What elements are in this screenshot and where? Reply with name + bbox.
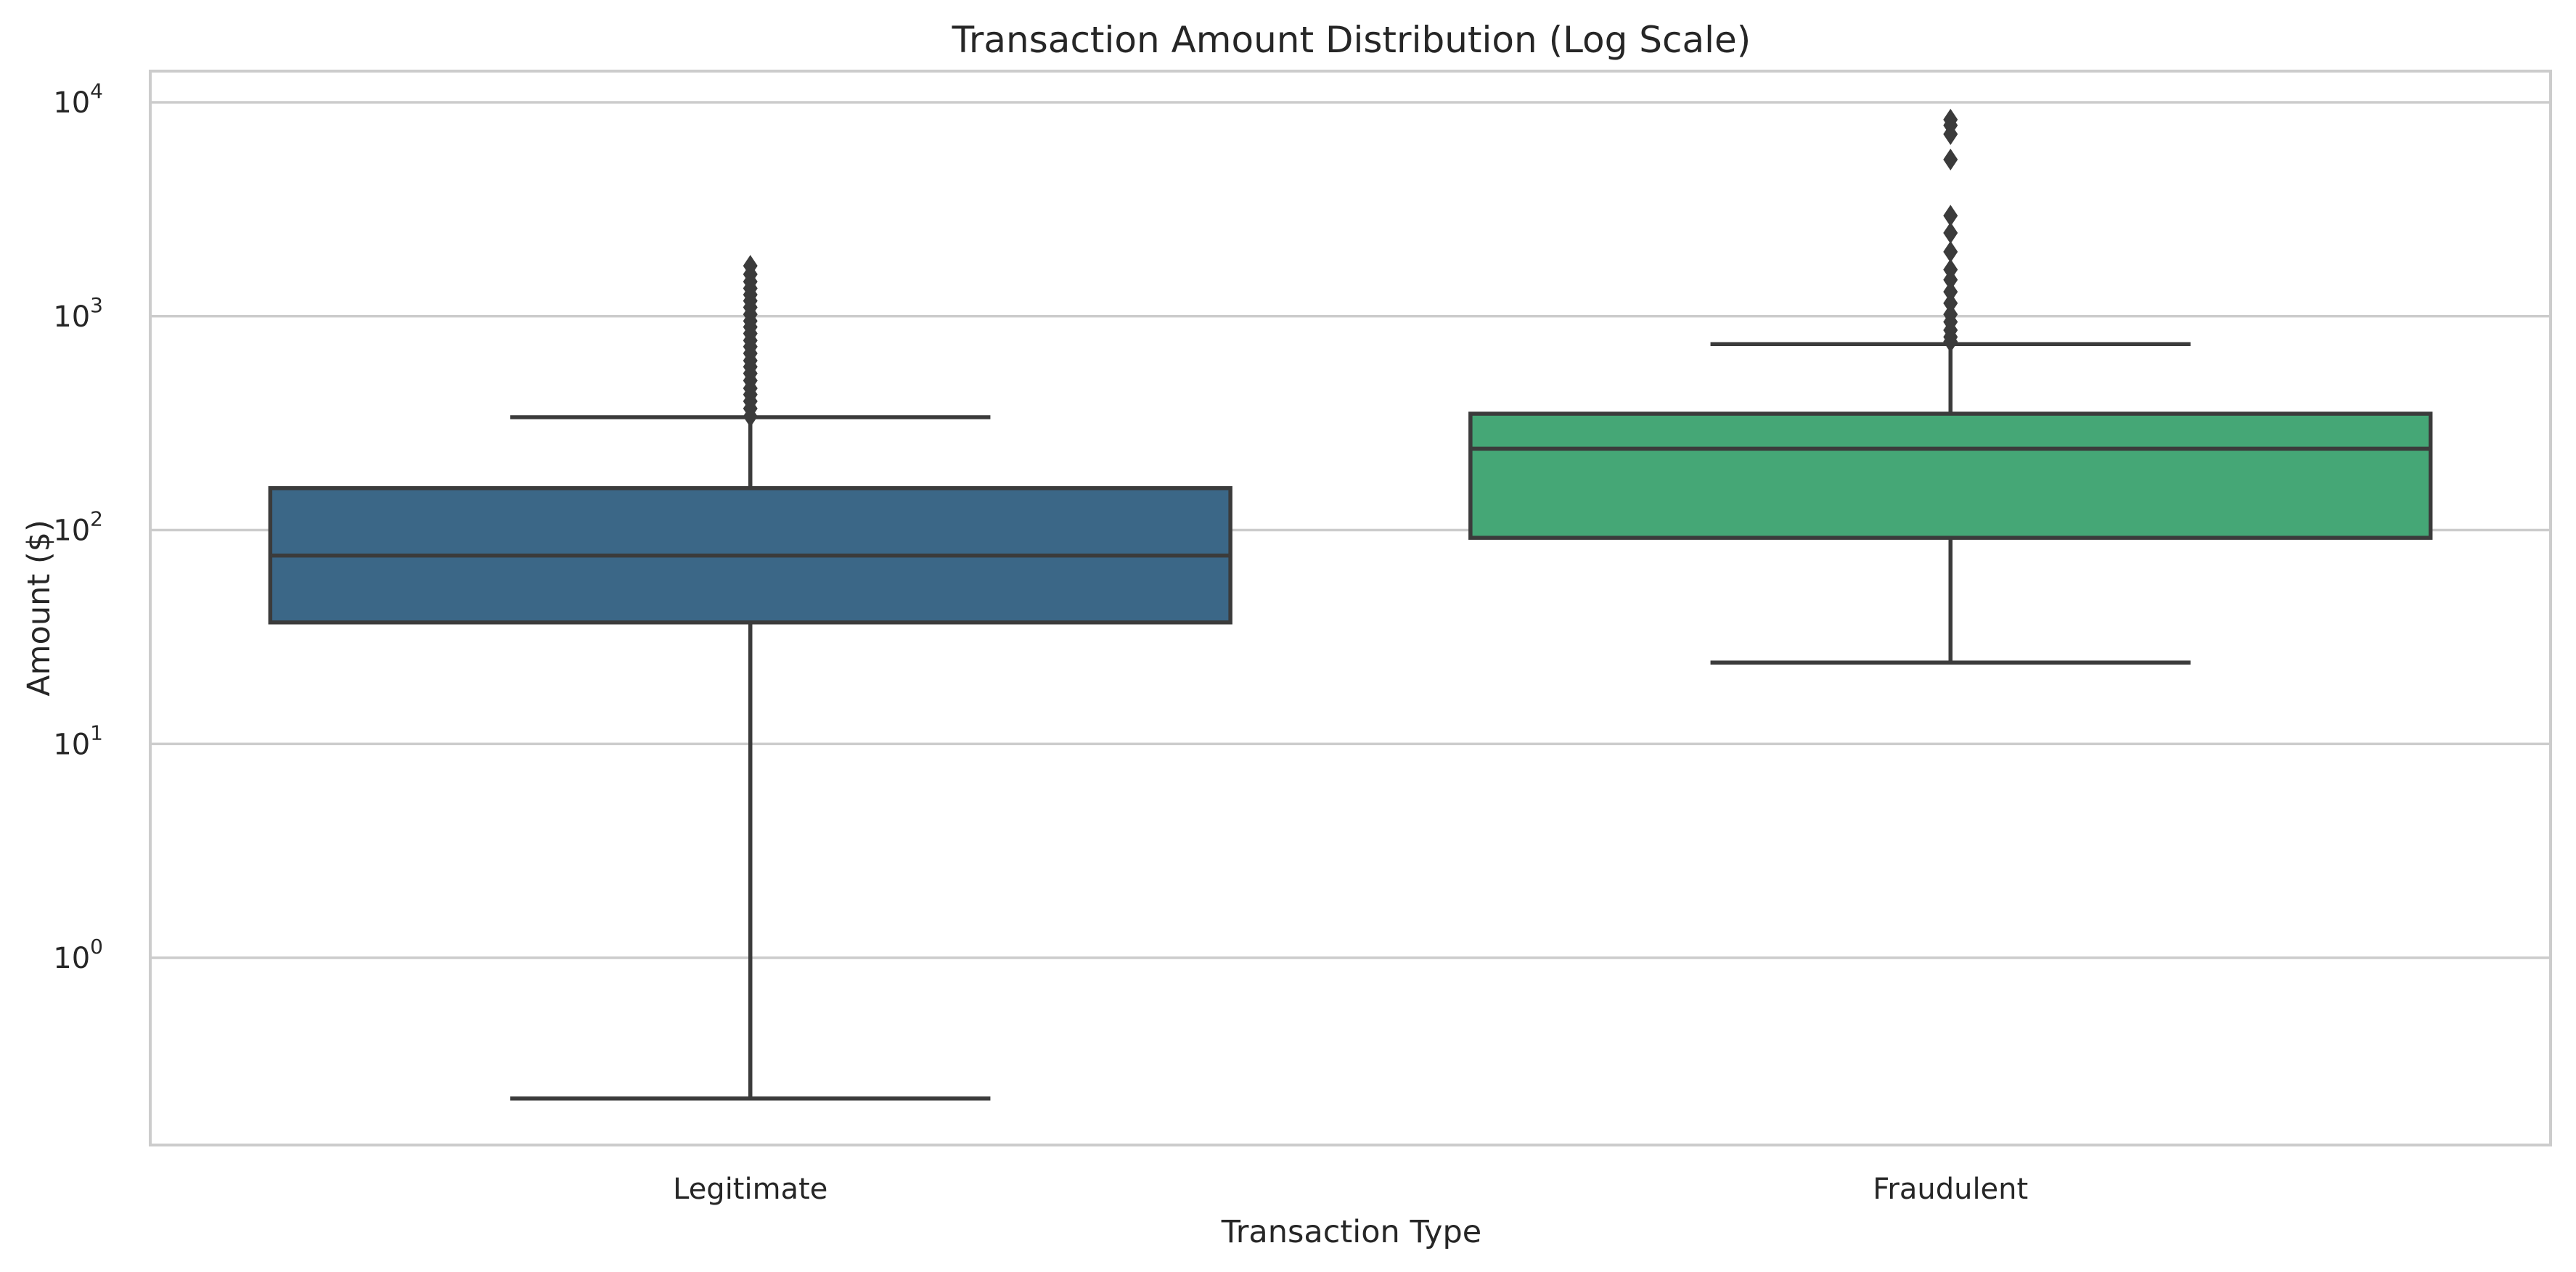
y-tick-label: 102 bbox=[53, 507, 103, 548]
y-tick-label: 104 bbox=[53, 79, 103, 120]
y-tick-labels: 100 101 102 103 104 bbox=[53, 79, 103, 975]
plot-frame bbox=[149, 70, 2552, 1146]
outlier-point bbox=[1943, 241, 1958, 263]
x-tick-labels: Legitimate Fraudulent bbox=[673, 1173, 2028, 1206]
y-axis-label: Amount ($) bbox=[21, 520, 57, 697]
outlier-point bbox=[1943, 258, 1958, 281]
x-tick-label: Legitimate bbox=[673, 1173, 827, 1206]
outlier-point bbox=[1943, 108, 1958, 131]
x-axis-label: Transaction Type bbox=[1221, 1214, 1481, 1250]
outlier-point bbox=[1943, 205, 1958, 227]
box-group-fraudulent bbox=[1468, 108, 2433, 665]
outlier-point bbox=[1943, 292, 1958, 314]
outlier-point bbox=[743, 255, 758, 277]
outlier-point bbox=[1943, 281, 1958, 303]
x-tick-label: Fraudulent bbox=[1873, 1173, 2028, 1206]
box bbox=[1468, 411, 2433, 540]
outlier-point bbox=[1943, 222, 1958, 245]
y-tick-label: 101 bbox=[53, 721, 103, 761]
y-tick-label: 103 bbox=[53, 293, 103, 334]
box-group-legitimate bbox=[268, 255, 1232, 1101]
y-tick-label: 100 bbox=[53, 935, 103, 975]
outlier-point bbox=[1943, 148, 1958, 171]
box-layer bbox=[268, 108, 2433, 1101]
outlier-point bbox=[1943, 303, 1958, 326]
chart-title: Transaction Amount Distribution (Log Sca… bbox=[952, 19, 1751, 61]
